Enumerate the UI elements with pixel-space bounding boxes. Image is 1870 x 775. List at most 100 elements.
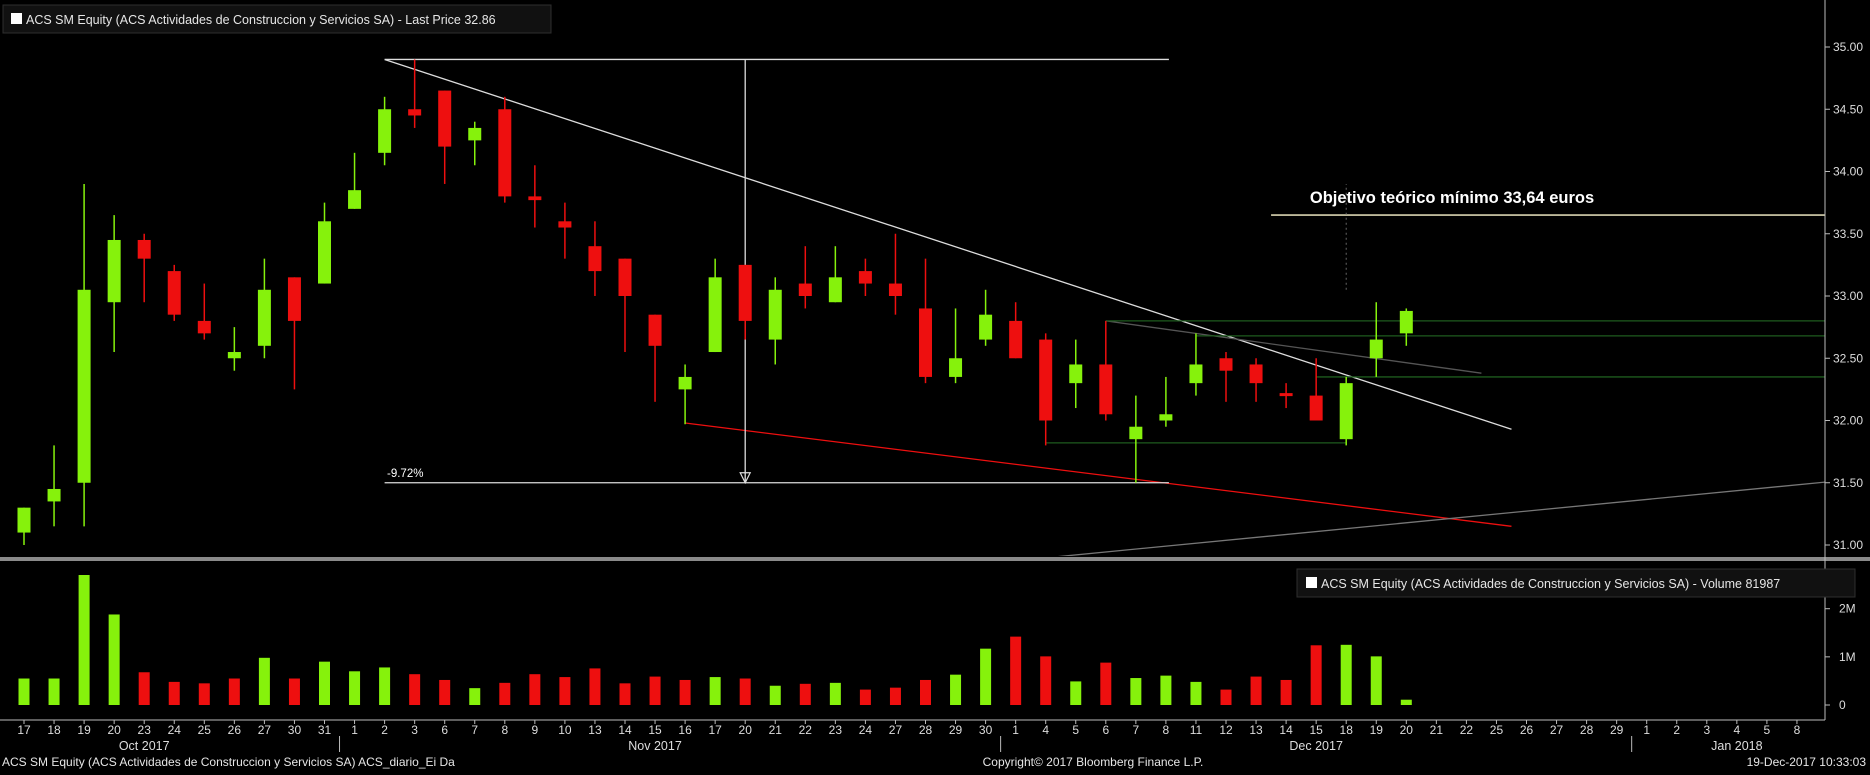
- volume-bar: [379, 667, 390, 705]
- candle-body: [829, 277, 842, 302]
- candle-body: [1009, 321, 1022, 358]
- candle-body: [378, 109, 391, 153]
- candle-body: [318, 221, 331, 283]
- volume-bar: [499, 683, 510, 705]
- range-percent-label: -9.72%: [387, 468, 423, 480]
- date-tick-label: 19: [1370, 723, 1384, 737]
- volume-bar: [199, 683, 210, 705]
- date-tick-label: 21: [769, 723, 783, 737]
- volume-bar: [1010, 637, 1021, 705]
- date-tick-label: 2: [381, 723, 388, 737]
- volume-bar: [559, 677, 570, 705]
- date-tick-label: 26: [1520, 723, 1534, 737]
- candle-body: [528, 196, 541, 200]
- candle-body: [739, 265, 752, 321]
- date-tick-label: 27: [258, 723, 272, 737]
- candle-body: [108, 240, 121, 302]
- volume-bar: [589, 668, 600, 705]
- candle-body: [1129, 427, 1142, 439]
- date-tick-label: 1: [1643, 723, 1650, 737]
- volume-tick-label: 2M: [1839, 602, 1856, 616]
- month-label: Nov 2017: [628, 739, 682, 753]
- volume-bar: [529, 674, 540, 705]
- candle-body: [588, 246, 601, 271]
- volume-bar: [770, 686, 781, 705]
- target-annotation: Objetivo teórico mínimo 33,64 euros: [1310, 189, 1594, 207]
- date-tick-label: 15: [648, 723, 662, 737]
- date-tick-label: 20: [107, 723, 121, 737]
- price-tick-label: 35.00: [1833, 40, 1863, 54]
- volume-bar: [1100, 663, 1111, 705]
- date-tick-label: 8: [1163, 723, 1170, 737]
- volume-bar: [680, 680, 691, 705]
- date-tick-label: 28: [1580, 723, 1594, 737]
- volume-bar: [79, 575, 90, 705]
- candle-body: [288, 277, 301, 321]
- volume-legend-text: ACS SM Equity (ACS Actividades de Constr…: [1321, 577, 1780, 591]
- date-tick-label: 14: [1279, 723, 1293, 737]
- volume-bar: [1401, 700, 1412, 705]
- candle-body: [649, 315, 662, 346]
- volume-bar: [800, 684, 811, 705]
- volume-bar: [1341, 645, 1352, 705]
- date-tick-label: 20: [1400, 723, 1414, 737]
- date-tick-label: 3: [1703, 723, 1710, 737]
- volume-bar: [1281, 680, 1292, 705]
- month-label: Dec 2017: [1289, 739, 1343, 753]
- overlay: ACS SM Equity (ACS Actividades de Constr…: [2, 5, 1866, 769]
- candle-body: [1220, 358, 1233, 370]
- candle-body: [949, 358, 962, 377]
- date-tick-label: 2: [1673, 723, 1680, 737]
- price-tick-label: 33.50: [1833, 227, 1863, 241]
- volume-bar: [890, 688, 901, 705]
- candle-body: [1099, 364, 1112, 414]
- volume-bar: [1190, 682, 1201, 705]
- date-tick-label: 4: [1734, 723, 1741, 737]
- price-panel: [18, 59, 1870, 563]
- price-tick-label: 32.50: [1833, 351, 1863, 365]
- volume-bar: [169, 682, 180, 705]
- volume-bar: [740, 679, 751, 705]
- candle-body: [1159, 414, 1172, 420]
- volume-bar: [319, 662, 330, 705]
- volume-bar: [920, 680, 931, 705]
- volume-bar: [139, 672, 150, 705]
- candle-body: [498, 109, 511, 196]
- month-label: Oct 2017: [119, 739, 170, 753]
- date-tick-label: 27: [1550, 723, 1564, 737]
- price-tick-label: 31.00: [1833, 538, 1863, 552]
- volume-bar: [289, 679, 300, 705]
- date-tick-label: 30: [979, 723, 993, 737]
- date-tick-label: 7: [1133, 723, 1140, 737]
- price-legend-swatch: [11, 13, 22, 24]
- panel-separator: [0, 557, 1870, 561]
- candle-body: [859, 271, 872, 283]
- volume-bar: [1160, 676, 1171, 705]
- candle-body: [1340, 383, 1353, 439]
- volume-bar: [1311, 645, 1322, 705]
- date-tick-label: 6: [441, 723, 448, 737]
- date-tick-label: 17: [708, 723, 722, 737]
- date-tick-label: 25: [198, 723, 212, 737]
- volume-legend-swatch: [1306, 577, 1317, 588]
- date-tick-label: 7: [471, 723, 478, 737]
- candle-body: [138, 240, 151, 259]
- candle-body: [168, 271, 181, 315]
- date-tick-label: 22: [799, 723, 813, 737]
- volume-bar: [980, 649, 991, 705]
- date-tick-label: 9: [532, 723, 539, 737]
- footer-right: 19-Dec-2017 10:33:03: [1747, 755, 1867, 769]
- volume-bar: [49, 679, 60, 705]
- date-tick-label: 30: [288, 723, 302, 737]
- candle-body: [889, 284, 902, 296]
- date-tick-label: 26: [228, 723, 242, 737]
- volume-bar: [1040, 656, 1051, 705]
- candle-body: [558, 221, 571, 227]
- candle-body: [198, 321, 211, 333]
- candle-body: [1280, 393, 1293, 396]
- date-tick-label: 8: [501, 723, 508, 737]
- volume-bar: [229, 679, 240, 705]
- date-tick-label: 24: [859, 723, 873, 737]
